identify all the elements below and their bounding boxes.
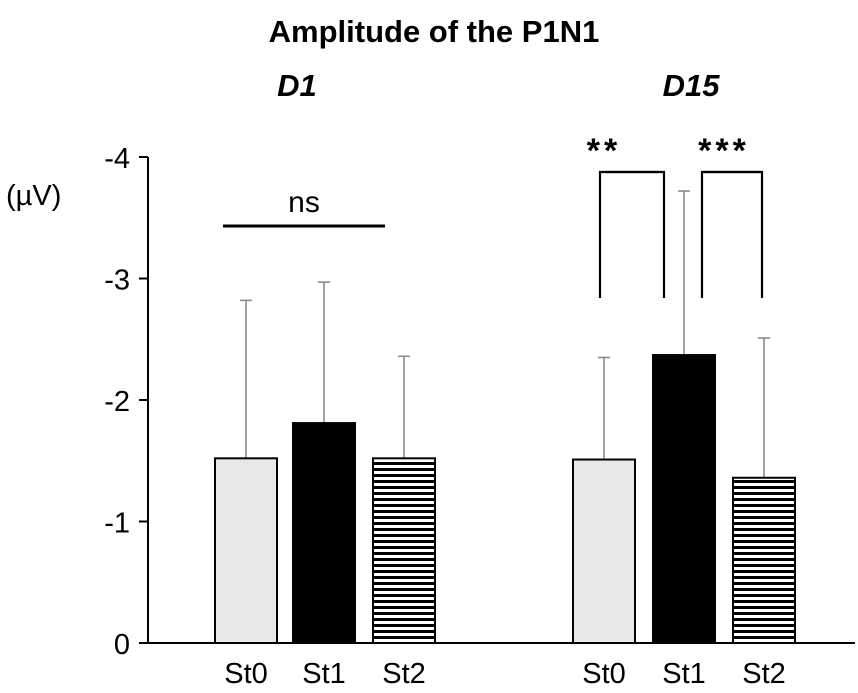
group-label-d1: D1 bbox=[277, 68, 317, 103]
x-tick-label: St1 bbox=[302, 658, 346, 690]
bar-d1-st0 bbox=[214, 457, 278, 644]
y-tick-label: 0 bbox=[114, 629, 130, 661]
y-tick-label: -1 bbox=[104, 508, 130, 540]
bar-d15-st1 bbox=[652, 354, 716, 644]
x-tick-label: St1 bbox=[662, 658, 706, 690]
x-tick-label: St2 bbox=[742, 658, 786, 690]
bar-d1-st2 bbox=[372, 457, 436, 644]
x-tick-label: St0 bbox=[582, 658, 626, 690]
significance-bracket-right bbox=[704, 170, 764, 298]
y-tick-label: -3 bbox=[104, 265, 130, 297]
bar-d15-st2 bbox=[732, 476, 796, 645]
y-tick-label: -4 bbox=[104, 143, 130, 175]
x-tick-label: St0 bbox=[224, 658, 268, 690]
y-tick-label: -2 bbox=[104, 386, 130, 418]
significance-label: ns bbox=[288, 186, 320, 219]
group-label-d15: D15 bbox=[663, 68, 721, 103]
bar-d1-st1 bbox=[292, 422, 356, 644]
significance-label: ** bbox=[587, 132, 621, 170]
significance-bracket-left bbox=[598, 170, 658, 298]
x-tick-label: St2 bbox=[382, 658, 426, 690]
significance-bracket-right bbox=[606, 170, 666, 298]
significance-label: *** bbox=[698, 132, 750, 170]
chart-title: Amplitude of the P1N1 bbox=[269, 14, 600, 49]
significance-bracket-left bbox=[700, 170, 760, 298]
bar-d15-st0 bbox=[572, 458, 636, 644]
y-axis-label: (µV) bbox=[6, 180, 61, 212]
